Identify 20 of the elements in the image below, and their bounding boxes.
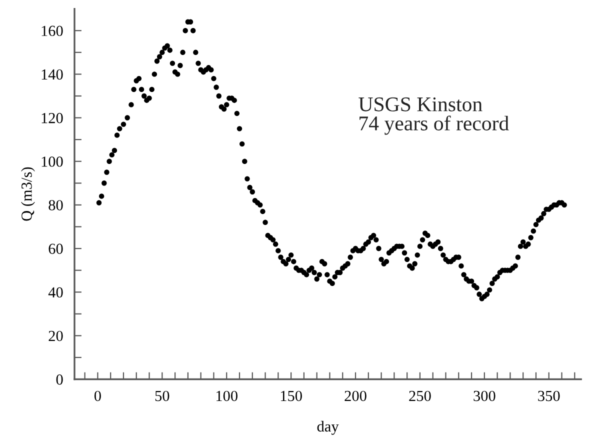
x-tick-label: 150: [280, 390, 302, 402]
y-tick-label: 80: [48, 200, 63, 210]
y-tick-label: 100: [42, 156, 63, 167]
x-tick-label: 200: [344, 390, 366, 402]
x-tick-label: 0: [94, 390, 101, 402]
y-tick-label: 20: [48, 330, 63, 342]
y-tick-label: 120: [42, 112, 63, 124]
y-tick-label: 160: [42, 26, 63, 36]
y-tick-label: 60: [48, 244, 63, 254]
annotation: USGS Kinston 74 years of record: [358, 97, 509, 135]
y-tick-label: 40: [48, 287, 63, 298]
x-tick-label: 350: [538, 390, 560, 402]
y-tick-label: 0: [56, 374, 63, 385]
x-tick-label: 50: [155, 390, 170, 402]
x-tick-label: 100: [216, 390, 238, 402]
x-tick-label: 250: [409, 390, 431, 402]
y-axis-title: Q (m3/s): [21, 167, 35, 221]
x-axis-title: day: [317, 420, 339, 435]
y-tick-label: 140: [42, 69, 63, 80]
x-tick-label: 300: [474, 390, 496, 402]
